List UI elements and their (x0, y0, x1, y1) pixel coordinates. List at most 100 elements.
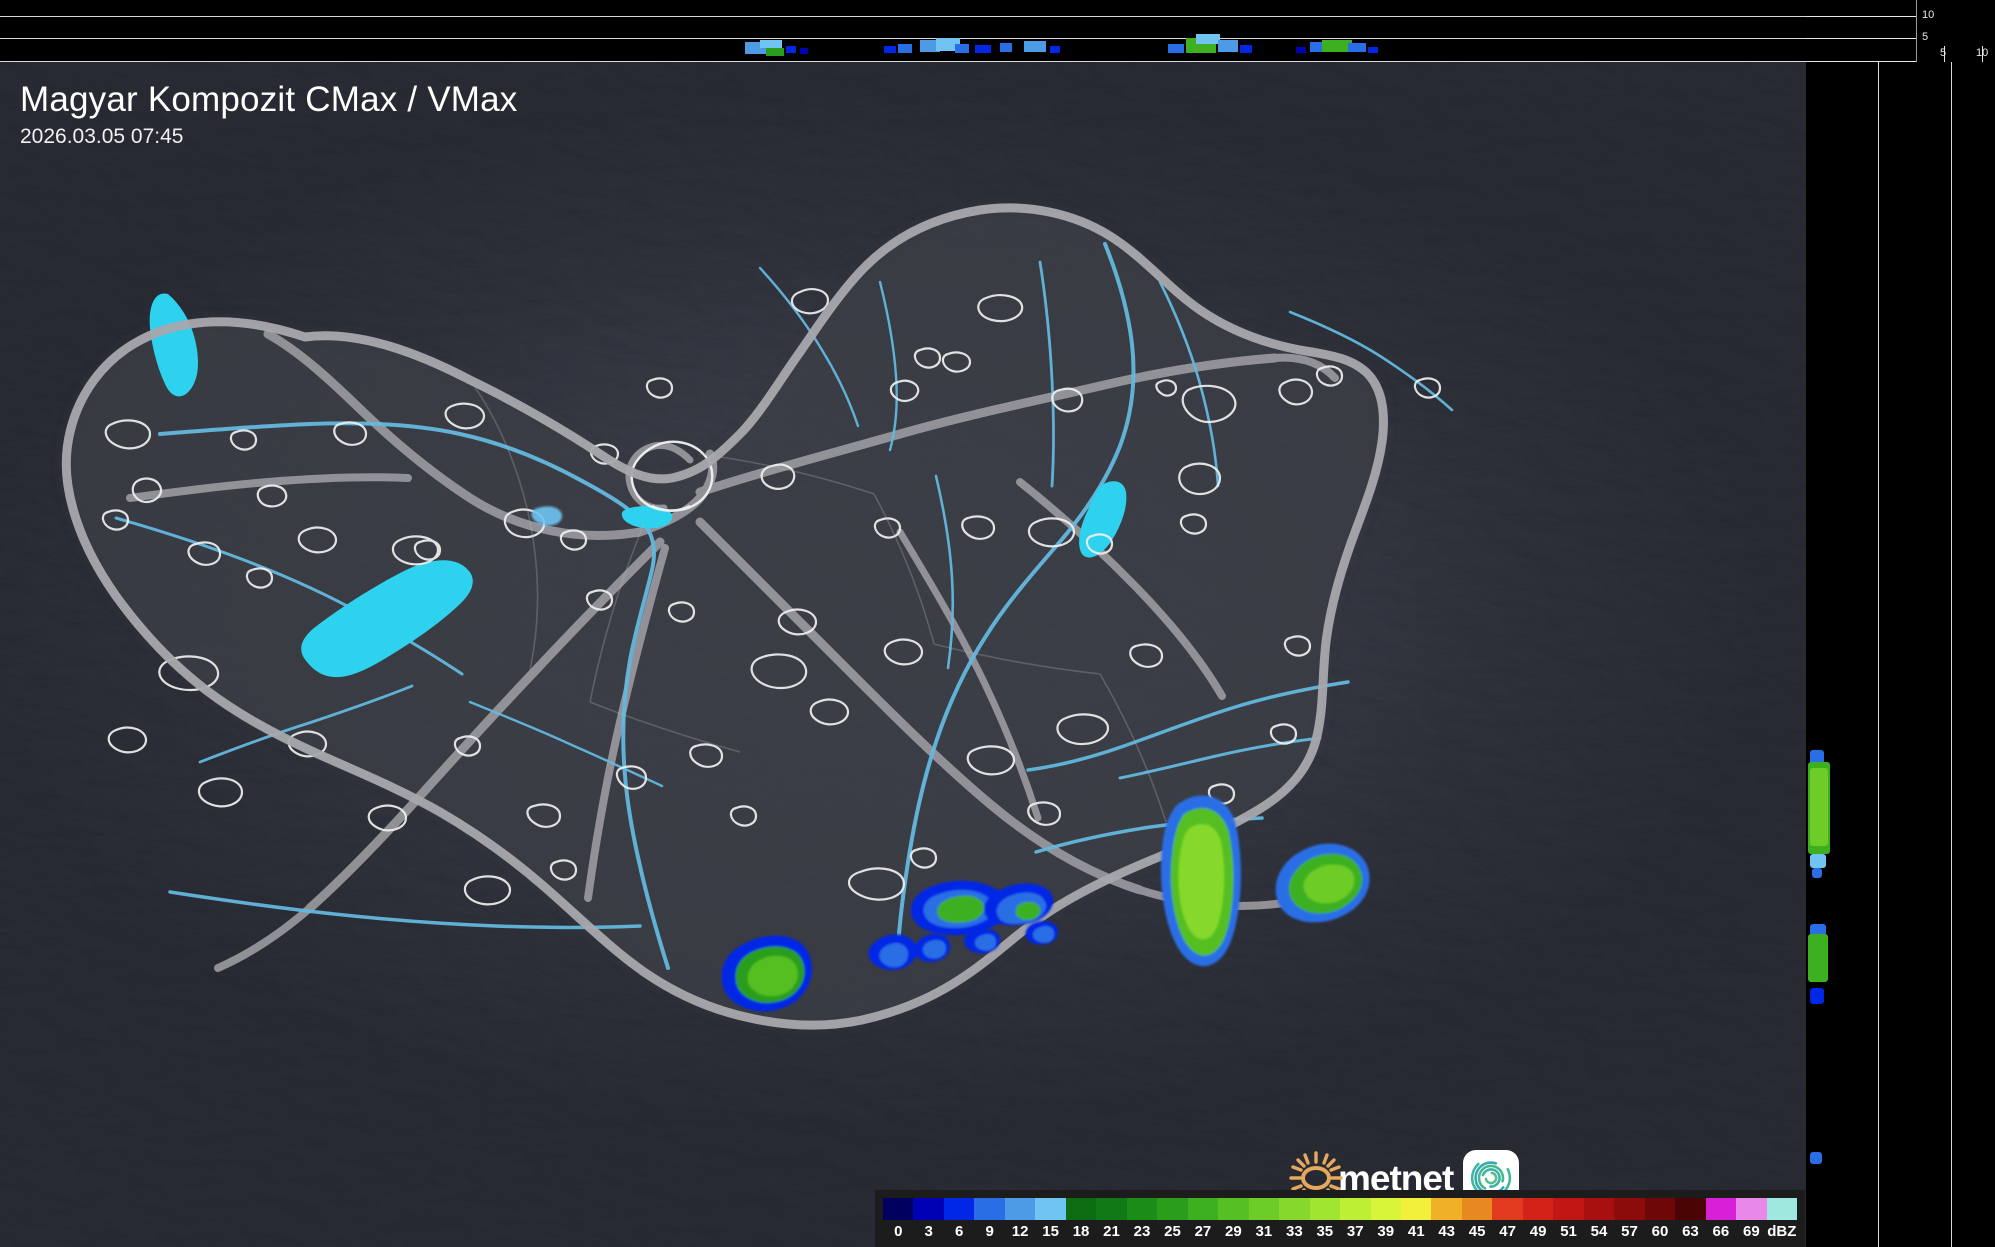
cross-section-gridline-5km (0, 38, 1806, 39)
page-title: Magyar Kompozit CMax / VMax (20, 80, 518, 119)
cross-section-echo (884, 46, 896, 53)
scale-tick-label: 23 (1133, 1223, 1151, 1240)
cross-section-echo (1348, 43, 1366, 52)
color-swatch (1553, 1198, 1584, 1220)
scale-tick-label: 33 (1285, 1223, 1303, 1240)
scale-tick-label: 37 (1346, 1223, 1364, 1240)
map-vector-layers (0, 62, 1454, 1247)
scale-tick-label: 63 (1682, 1223, 1699, 1240)
cross-section-echo (1168, 44, 1184, 53)
cross-section-echo (1812, 868, 1822, 878)
color-swatch (1248, 1198, 1280, 1220)
scale-tick-label: 43 (1438, 1223, 1456, 1240)
cross-section-echo (1368, 47, 1378, 53)
scale-tick-label: 29 (1225, 1223, 1242, 1240)
color-swatch (1583, 1198, 1615, 1220)
scale-tick-label: 25 (1164, 1223, 1181, 1240)
color-swatch (1309, 1198, 1341, 1220)
cross-section-echo (1810, 988, 1824, 1004)
cross-section-echo (1808, 934, 1828, 982)
cross-section-echo (975, 45, 991, 53)
cross-section-echo (1000, 43, 1012, 52)
scale-tick-label: 21 (1103, 1223, 1120, 1240)
axis-label-x-5: 5 (1940, 47, 1947, 59)
scale-tick-label: 27 (1194, 1223, 1212, 1240)
color-swatch (1461, 1198, 1493, 1220)
color-swatch (1035, 1198, 1066, 1220)
axis-xtick-5 (1944, 46, 1945, 62)
scale-tick-label: 57 (1621, 1223, 1638, 1240)
color-swatch (1279, 1198, 1310, 1220)
color-swatch (913, 1198, 944, 1220)
color-swatch (1431, 1198, 1462, 1220)
color-swatch (1644, 1198, 1676, 1220)
scale-tick-label: 69 (1743, 1223, 1760, 1240)
radar-map-panel[interactable]: Magyar Kompozit CMax / VMax 2026.03.05 0… (0, 62, 1806, 1247)
color-swatch (1736, 1198, 1767, 1220)
dbz-color-scale: 0 3 6 9 12 15 18 21 23 25 27 29 31 33 35 37 39 41 43 45 47 49… (875, 1190, 1805, 1247)
color-swatch (1218, 1198, 1249, 1220)
timestamp-label: 2026.03.05 07:45 (20, 125, 184, 148)
scale-tick-label: 39 (1377, 1223, 1395, 1240)
vmax-vertical-cross-section (1806, 62, 1995, 1247)
cross-section-echo (1196, 34, 1220, 44)
cross-section-echo (1310, 42, 1332, 52)
county-borders (469, 379, 1167, 823)
cross-section-baseline (0, 61, 1806, 62)
cross-section-axis-panel: 10 5 5 10 (1806, 0, 1995, 62)
axis-hline-5 (1806, 38, 1916, 39)
cross-section-echo (1050, 46, 1060, 53)
scale-tick-label: 18 (1072, 1223, 1090, 1240)
scale-tick-label: 6 (955, 1223, 964, 1240)
roads-layer (126, 329, 1339, 972)
axis-label-y-10: 10 (1922, 9, 1935, 21)
cross-section-echo (936, 38, 960, 51)
scale-tick-label: 3 (924, 1223, 933, 1240)
small-waterbodies-layer (101, 288, 1442, 906)
scale-tick-label: 15 (1042, 1223, 1059, 1240)
cross-section-echo (800, 48, 808, 54)
color-swatch (1126, 1198, 1158, 1220)
cross-section-echo (898, 44, 912, 53)
scale-tick-label: 0 (894, 1223, 903, 1240)
color-swatch (883, 1198, 914, 1220)
scale-tick-label: 66 (1712, 1223, 1730, 1240)
color-scale-bar (883, 1198, 1798, 1220)
radar-reflectivity-main (531, 506, 1370, 1012)
axis-label-x-10: 10 (1976, 47, 1989, 59)
cross-section-echo (1810, 1152, 1822, 1164)
color-swatch (1340, 1198, 1371, 1220)
scale-tick-label: 35 (1316, 1223, 1334, 1240)
vmax-horizontal-cross-section (0, 0, 1806, 62)
cross-section-echo (1810, 768, 1828, 846)
cross-section-echo (760, 40, 782, 48)
color-swatch (1096, 1198, 1127, 1220)
axis-hline-10 (1806, 16, 1916, 17)
cross-section-echo (1322, 40, 1352, 52)
color-swatch (1004, 1198, 1036, 1220)
product-title-block: Magyar Kompozit CMax / VMax 2026.03.05 0… (20, 80, 518, 150)
scale-unit-label: dBZ (1767, 1223, 1797, 1240)
axis-xtick-10 (1982, 46, 1983, 62)
color-swatch (1705, 1198, 1737, 1220)
scale-tick-label: 60 (1651, 1223, 1669, 1240)
cross-section-echo (1024, 41, 1046, 52)
axis-hline-0 (1806, 61, 1916, 62)
cross-section-echo (955, 44, 969, 53)
cross-section-echo (1240, 45, 1252, 53)
scale-tick-label: 12 (1011, 1223, 1029, 1240)
cross-section-gridline-right-b (1951, 62, 1952, 1247)
axis-vertical-line (1916, 0, 1917, 62)
cross-section-echo (1218, 40, 1238, 52)
color-swatch (1492, 1198, 1523, 1220)
color-swatch (1157, 1198, 1188, 1220)
cross-section-echo (920, 40, 940, 52)
color-swatch (943, 1198, 975, 1220)
color-scale-labels: 0 3 6 9 12 15 18 21 23 25 27 29 31 33 35 37 39 41 43 45 47 49… (883, 1222, 1797, 1244)
color-swatch (1766, 1198, 1798, 1220)
cross-section-gridline-10km (0, 16, 1806, 17)
axis-label-y-5: 5 (1922, 31, 1929, 43)
cross-section-echo (786, 46, 796, 53)
lakes-layer (149, 293, 1127, 678)
